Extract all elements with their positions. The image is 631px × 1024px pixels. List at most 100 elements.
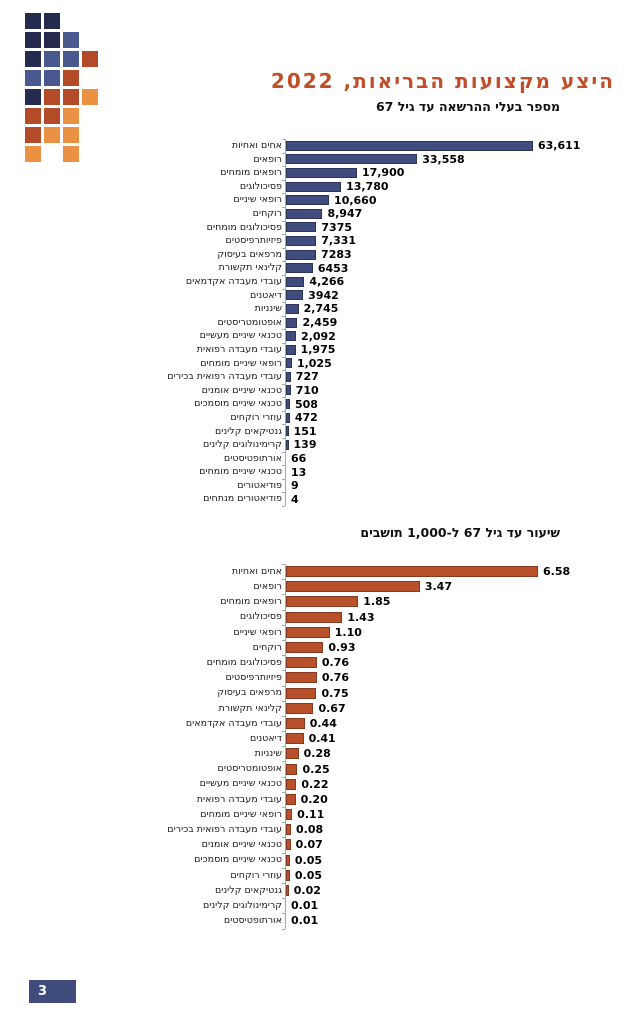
category-label: שינניות bbox=[254, 748, 282, 760]
axis-tick bbox=[282, 438, 285, 452]
plot-area: 3942 bbox=[285, 288, 598, 303]
chart-row: קרימינולוגים קלינים 139 bbox=[150, 438, 598, 452]
value-label: 13,780 bbox=[346, 180, 389, 194]
chart-row: שינניות 2,745 bbox=[150, 302, 598, 316]
chart-row: אורתופטיסטים 66 bbox=[150, 451, 598, 466]
logo-square bbox=[63, 32, 79, 48]
value-label: 0.11 bbox=[297, 808, 325, 822]
category-label: עוזרי רוקחים bbox=[230, 411, 282, 423]
chart-row: פיזיותרפיסטים 7,331 bbox=[150, 234, 598, 248]
bar bbox=[286, 167, 357, 178]
axis-tick bbox=[282, 288, 285, 303]
plot-area: 0.20 bbox=[285, 791, 598, 807]
category-label: אורתופטיסטים bbox=[223, 452, 282, 464]
logo-empty-cell bbox=[82, 13, 98, 29]
value-label: 63,611 bbox=[538, 139, 581, 153]
axis-tick bbox=[282, 179, 285, 194]
value-label: 0.20 bbox=[300, 792, 328, 806]
category-label: גנטיקאים קלינים bbox=[214, 884, 282, 896]
category-label: רופאי שיניים bbox=[233, 194, 282, 206]
chart2-title: שיעור עד גיל 67 ל-1,000 תושבים bbox=[360, 525, 560, 540]
chart-row: טכנאי שיניים אומנים 710 bbox=[150, 383, 598, 398]
logo-square bbox=[44, 127, 60, 143]
plot-area: 1,025 bbox=[285, 356, 598, 371]
plot-area: 508 bbox=[285, 397, 598, 411]
bar bbox=[286, 412, 290, 423]
category-label: רופאים מומחים bbox=[220, 596, 282, 608]
bar bbox=[286, 657, 317, 669]
plot-area: 2,745 bbox=[285, 302, 598, 316]
logo-empty-cell bbox=[82, 32, 98, 48]
chart-row: רוקחים 0.93 bbox=[150, 639, 598, 656]
bar bbox=[286, 235, 317, 246]
axis-tick bbox=[282, 837, 285, 852]
logo-square bbox=[82, 89, 98, 105]
page-number-badge: 3 bbox=[29, 980, 76, 1003]
axis-tick bbox=[282, 261, 285, 275]
bar bbox=[286, 839, 291, 851]
logo-square bbox=[25, 32, 41, 48]
plot-area: 1.43 bbox=[285, 609, 598, 625]
logo-square bbox=[44, 13, 60, 29]
value-label: 710 bbox=[295, 383, 319, 397]
category-label: טכנאי שיניים מומחים bbox=[199, 466, 282, 478]
logo-square bbox=[25, 89, 41, 105]
plot-area: 0.05 bbox=[285, 852, 598, 868]
logo-square bbox=[25, 108, 41, 124]
chart-row: פסיכולוגים מומחים 7375 bbox=[150, 220, 598, 235]
category-label: אופטומטריסטים bbox=[217, 763, 282, 775]
logo-square bbox=[25, 13, 41, 29]
logo-square bbox=[44, 32, 60, 48]
chart-row: רופאים 3.47 bbox=[150, 579, 598, 595]
chart-row: עובדי מעבדה אקדמאים 4,266 bbox=[150, 274, 598, 289]
category-label: מרפאים בעיסוק bbox=[217, 687, 282, 699]
category-label: רופאים מומחים bbox=[220, 167, 282, 179]
bar bbox=[286, 717, 305, 729]
category-label: מרפאים בעיסוק bbox=[217, 248, 282, 260]
category-label: רוקחים bbox=[252, 641, 282, 653]
value-label: 3942 bbox=[308, 288, 339, 302]
value-label: 1,025 bbox=[296, 356, 332, 370]
value-label: 0.22 bbox=[301, 777, 329, 791]
category-label: טכנאי שיניים מעשיים bbox=[199, 330, 282, 342]
category-label: דיאטנים bbox=[249, 289, 282, 301]
bar bbox=[286, 748, 299, 760]
bar bbox=[286, 208, 323, 219]
value-label: 6453 bbox=[317, 261, 349, 275]
bar bbox=[286, 317, 298, 328]
chart-row: טכנאי שיניים מומחים 13 bbox=[150, 465, 598, 479]
axis-tick bbox=[282, 478, 285, 493]
bar bbox=[286, 611, 343, 623]
category-label: קרימינולוגים קלינים bbox=[202, 439, 282, 451]
plot-area: 63,611 bbox=[285, 139, 598, 153]
value-label: 7375 bbox=[321, 220, 353, 234]
chart-row: טכנאי שיניים מוסמכים 0.05 bbox=[150, 852, 598, 868]
axis-tick bbox=[282, 274, 285, 289]
bar bbox=[286, 181, 342, 192]
plot-area: 7283 bbox=[285, 247, 598, 262]
value-label: 0.25 bbox=[302, 762, 330, 776]
chart-row: דיאטנים 0.41 bbox=[150, 731, 598, 747]
axis-tick bbox=[282, 594, 285, 609]
chart-row: מרפאים בעיסוק 0.75 bbox=[150, 685, 598, 701]
value-label: 0.07 bbox=[295, 838, 323, 852]
bar bbox=[286, 399, 290, 410]
category-label: פיזיותרפיסטים bbox=[225, 672, 282, 684]
chart-row: רופאי שיניים 10,660 bbox=[150, 193, 598, 207]
axis-tick bbox=[282, 670, 285, 685]
chart-row: מרפאים בעיסוק 7283 bbox=[150, 247, 598, 262]
logo-square bbox=[44, 89, 60, 105]
logo-square bbox=[44, 51, 60, 67]
plot-area: 0.01 bbox=[285, 913, 598, 929]
value-label: 0.08 bbox=[296, 823, 324, 837]
bar bbox=[286, 303, 299, 314]
axis-tick bbox=[282, 383, 285, 398]
logo-empty-cell bbox=[82, 146, 98, 162]
value-label: 4 bbox=[291, 492, 299, 506]
value-label: 139 bbox=[293, 438, 317, 452]
axis-tick bbox=[282, 424, 285, 438]
logo-square bbox=[63, 146, 79, 162]
value-label: 0.93 bbox=[328, 641, 356, 655]
axis-tick bbox=[282, 639, 285, 655]
chart-row: עובדי מעבדה רפואית בכירים 727 bbox=[150, 370, 598, 384]
